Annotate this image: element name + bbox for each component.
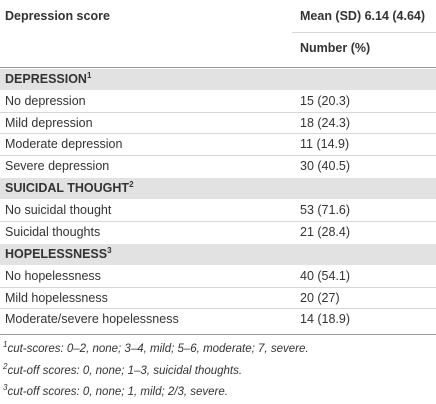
row-value: 21 (28.4) — [300, 224, 351, 239]
data-row: Suicidal thoughts 21 (28.4) — [0, 222, 436, 243]
section-row: SUICIDAL THOUGHT2 — [0, 178, 436, 199]
footnote-text: cut-off scores: 0, none; 1, mild; 2/3, s… — [7, 386, 228, 398]
row-label: No suicidal thought — [5, 203, 112, 217]
section-title-cell: DEPRESSION1 — [5, 69, 91, 90]
data-row: No suicidal thought 53 (71.6) — [0, 200, 436, 221]
data-row: No hopelessness 40 (54.1) — [0, 266, 436, 287]
header-label: Depression score — [5, 9, 110, 23]
header-subvalue: Number (%) — [300, 41, 371, 55]
section-title: HOPELESSNESS — [5, 247, 108, 261]
section-note: 1 — [86, 70, 92, 80]
row-value: 20 (27) — [300, 290, 340, 305]
section-note: 2 — [129, 179, 134, 189]
rule — [0, 334, 436, 335]
rule — [0, 308, 436, 309]
subheader-row: Number (%) — [0, 38, 436, 59]
rule — [0, 155, 436, 156]
data-row: No depression 15 (20.3) — [0, 91, 436, 112]
section-title-cell: HOPELESSNESS3 — [5, 244, 112, 265]
rule — [292, 32, 436, 33]
data-row: Mild depression 18 (24.3) — [0, 113, 436, 134]
row-label: Suicidal thoughts — [5, 224, 101, 239]
header-row: Depression score Mean (SD) 6.14 (4.64) — [0, 6, 436, 27]
row-value: 15 (20.3) — [300, 94, 351, 108]
section-title: DEPRESSION — [5, 72, 87, 86]
row-value: 18 (24.3) — [300, 115, 351, 130]
header-value: Mean (SD) 6.14 (4.64) — [300, 9, 426, 23]
footnote: 3cut-off scores: 0, none; 1, mild; 2/3, … — [3, 383, 228, 398]
footnote-mark: 1 — [3, 340, 8, 350]
section-row: HOPELESSNESS3 — [0, 244, 436, 265]
section-note: 3 — [107, 245, 112, 255]
footnote-text: cut-scores: 0–2, none; 3–4, mild; 5–6, m… — [7, 343, 309, 355]
row-label: Severe depression — [5, 158, 110, 173]
section-title-cell: SUICIDAL THOUGHT2 — [5, 178, 134, 199]
row-label: Mild depression — [5, 115, 93, 130]
row-label: Moderate depression — [5, 137, 123, 152]
row-label: Moderate/severe hopelessness — [5, 312, 179, 327]
data-row: Moderate depression 11 (14.9) — [0, 134, 436, 155]
section-title: SUICIDAL THOUGHT — [5, 181, 130, 195]
row-label: Mild hopelessness — [5, 290, 108, 305]
footnote-mark: 3 — [3, 383, 8, 393]
rule — [0, 112, 436, 113]
row-value: 30 (40.5) — [300, 158, 351, 173]
row-value: 40 (54.1) — [300, 269, 351, 283]
footnote: 1cut-scores: 0–2, none; 3–4, mild; 5–6, … — [3, 340, 309, 355]
rule — [0, 287, 436, 288]
rule — [0, 133, 436, 134]
row-label: No hopelessness — [5, 269, 101, 283]
section-row: DEPRESSION1 — [0, 69, 436, 90]
row-value: 53 (71.6) — [300, 203, 351, 217]
rule — [0, 221, 436, 222]
footnote-text: cut-off scores: 0, none; 1–3, suicidal t… — [7, 364, 243, 377]
rule — [0, 67, 436, 68]
row-label: No depression — [5, 94, 86, 108]
footnote: 2cut-off scores: 0, none; 1–3, suicidal … — [3, 361, 243, 377]
footnote-mark: 2 — [3, 361, 8, 371]
data-row: Mild hopelessness 20 (27) — [0, 288, 436, 309]
data-row: Severe depression 30 (40.5) — [0, 156, 436, 177]
data-row: Moderate/severe hopelessness 14 (18.9) — [0, 309, 436, 330]
row-value: 11 (14.9) — [300, 137, 350, 152]
row-value: 14 (18.9) — [300, 312, 351, 327]
